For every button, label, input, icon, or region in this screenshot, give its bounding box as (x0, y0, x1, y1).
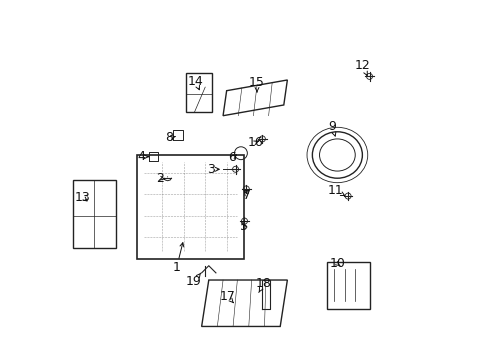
Text: 14: 14 (187, 75, 203, 90)
Text: 12: 12 (354, 59, 369, 76)
Text: 3: 3 (206, 163, 219, 176)
Text: 1: 1 (172, 243, 183, 274)
Text: 2: 2 (156, 172, 164, 185)
Text: 5: 5 (240, 220, 248, 233)
Text: 19: 19 (185, 273, 201, 288)
Text: 7: 7 (243, 189, 250, 202)
Text: 16: 16 (247, 136, 263, 149)
Text: 6: 6 (227, 151, 236, 165)
Text: 13: 13 (75, 192, 91, 204)
Text: 11: 11 (327, 184, 344, 197)
Text: 18: 18 (255, 277, 271, 293)
Text: 10: 10 (329, 257, 345, 270)
Text: 15: 15 (248, 76, 264, 92)
Text: 17: 17 (219, 289, 235, 303)
Text: 9: 9 (327, 120, 335, 136)
Text: 8: 8 (164, 131, 175, 144)
Text: 4: 4 (137, 150, 148, 163)
